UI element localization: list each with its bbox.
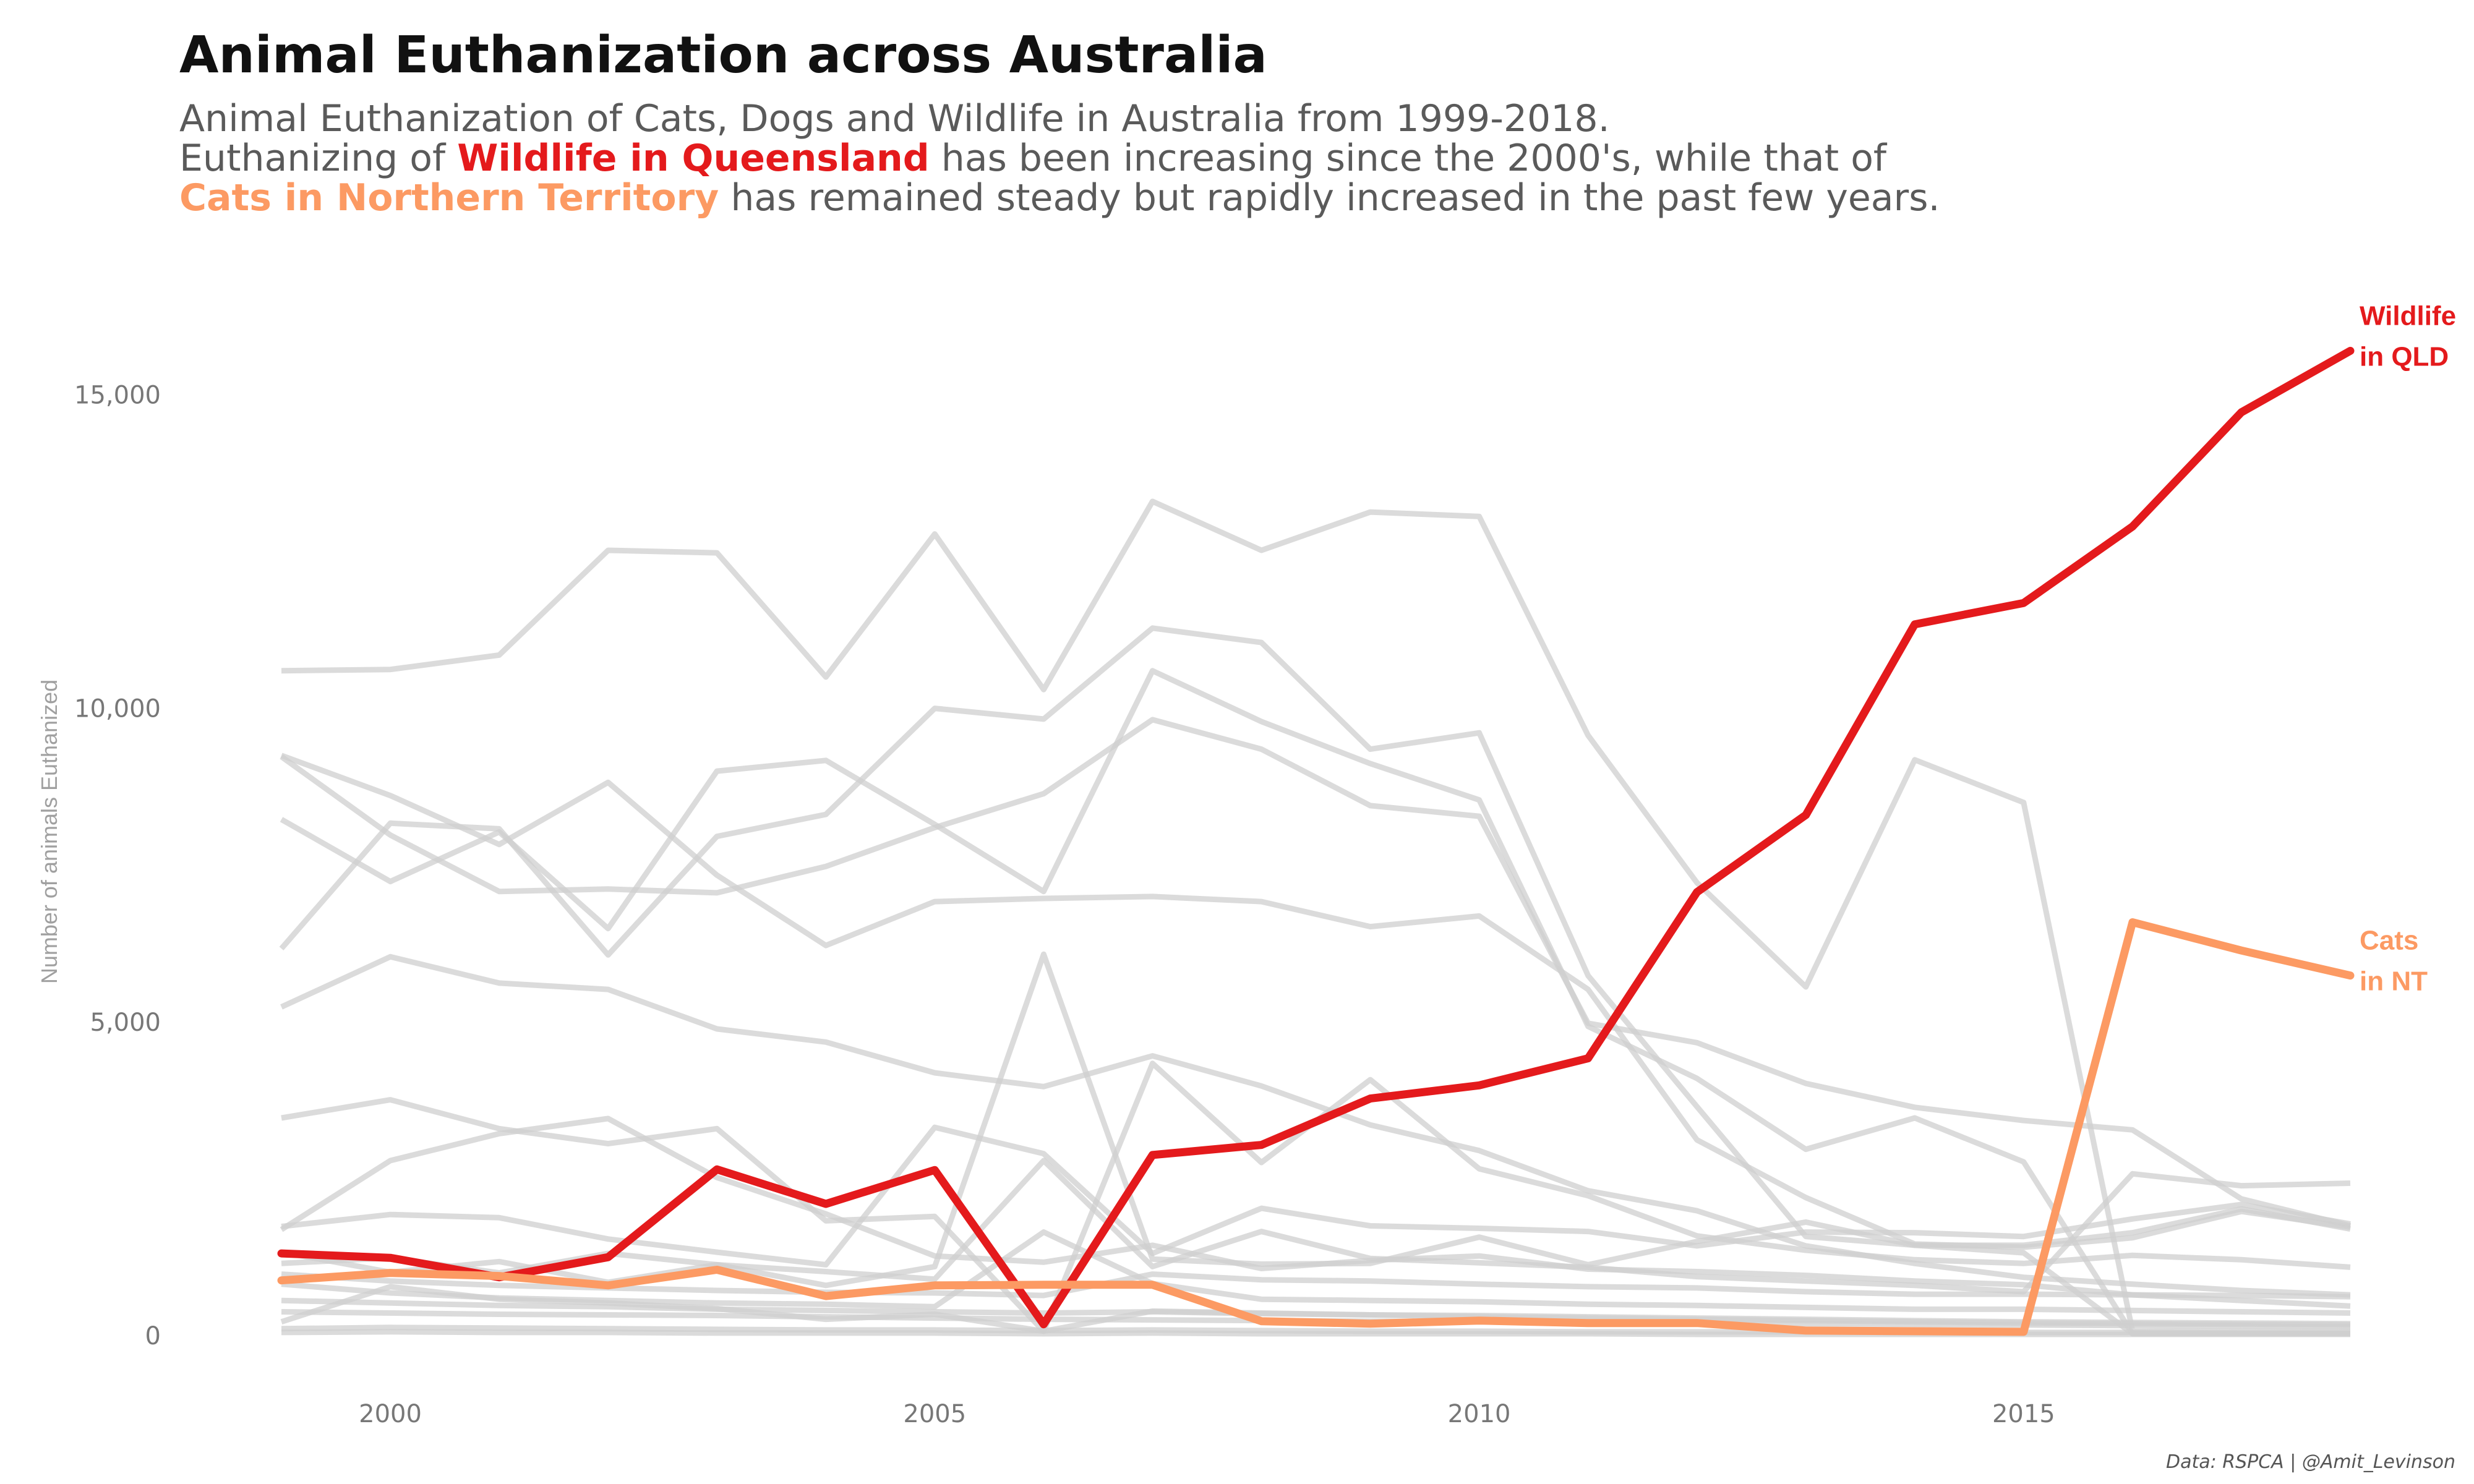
subtitle-highlight-wildlife-qld: Wildlife in Queensland	[457, 137, 930, 180]
y-tick-label: 10,000	[74, 695, 161, 723]
subtitle-text: has remained steady but rapidly increase…	[719, 176, 1940, 220]
x-tick-label: 2000	[359, 1400, 422, 1428]
subtitle-text: Euthanizing of	[179, 137, 458, 180]
subtitle-text: has been increasing since the 2000's, wh…	[929, 137, 1887, 180]
chart-title: Animal Euthanization across Australia	[179, 26, 1267, 85]
background-series-line	[281, 498, 2350, 1334]
subtitle-line-3: Cats in Northern Territory has remained …	[179, 178, 1940, 218]
series-end-labels: Wildlife in QLD Cats in NT	[2360, 301, 2456, 996]
x-axis: 2000 2005 2010 2015	[359, 1400, 2055, 1428]
background-series-line	[281, 1158, 2351, 1295]
series-label-wildlife-in-qld: Wildlife in QLD	[2360, 301, 2456, 372]
subtitle-highlight-cats-nt: Cats in Northern Territory	[179, 176, 719, 220]
data-source-caption: Data: RSPCA | @Amit_Levinson	[2165, 1451, 2455, 1473]
background-series-line	[281, 1329, 2350, 1337]
background-series-line	[281, 1271, 2351, 1300]
highlighted-series	[277, 346, 2355, 1336]
y-tick-label: 15,000	[74, 381, 161, 409]
series-line-cats-in-nt	[277, 918, 2355, 1336]
background-series-line	[280, 753, 2351, 1250]
background-series-line	[280, 953, 2351, 1298]
background-series	[279, 498, 2352, 1337]
x-tick-label: 2005	[903, 1400, 966, 1428]
background-series-line	[280, 1284, 2351, 1334]
background-series-line	[281, 1229, 2351, 1316]
series-line-wildlife-in-qld	[277, 346, 2355, 1329]
y-axis: 0 5,000 10,000 15,000	[74, 381, 161, 1350]
background-series-line	[280, 717, 2352, 1229]
background-series-line	[279, 625, 2351, 1248]
series-label-cats-in-nt: Cats in NT	[2360, 926, 2428, 997]
subtitle-line-1: Animal Euthanization of Cats, Dogs and W…	[179, 97, 1610, 140]
background-series-line	[280, 668, 2350, 1337]
y-axis-title: Number of animals Euthanized	[36, 680, 62, 984]
chart-subtitle: Animal Euthanization of Cats, Dogs and W…	[179, 99, 1940, 218]
y-tick-label: 0	[145, 1322, 161, 1350]
y-tick-label: 5,000	[90, 1009, 161, 1037]
x-tick-label: 2010	[1448, 1400, 1511, 1428]
subtitle-line-2: Euthanizing of Wildlife in Queensland ha…	[179, 139, 1940, 178]
x-tick-label: 2015	[1992, 1400, 2055, 1428]
